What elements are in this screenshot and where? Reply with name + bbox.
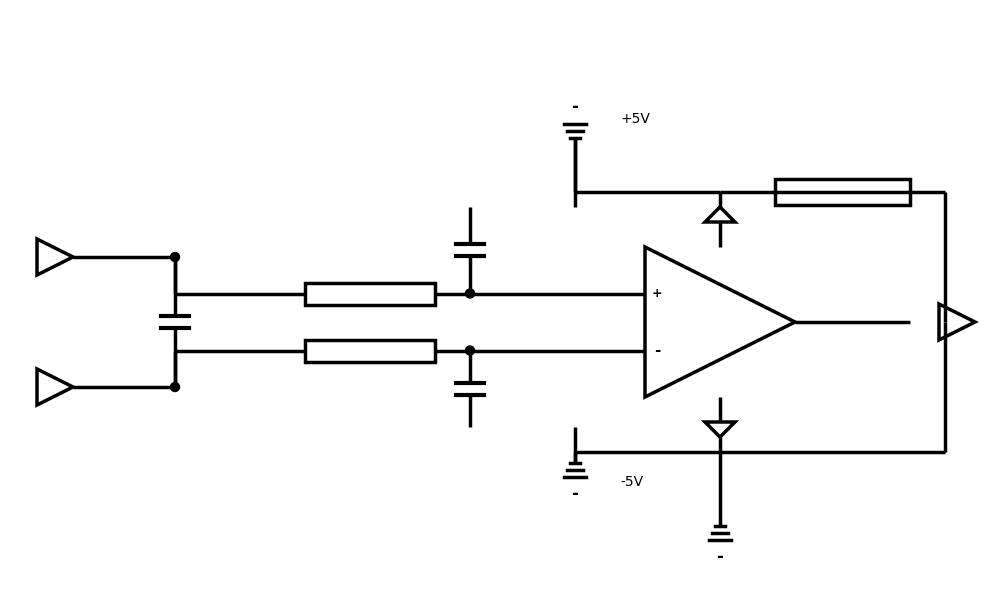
Bar (305, 339, 435, 362)
Circle shape (171, 253, 180, 262)
Text: -: - (654, 343, 660, 358)
Circle shape (466, 346, 475, 355)
Bar (305, 282, 435, 304)
Text: -: - (572, 485, 578, 503)
Bar (775, 179, 910, 205)
Text: -: - (572, 98, 578, 116)
Text: -: - (717, 548, 723, 566)
Circle shape (171, 382, 180, 391)
Text: +: + (652, 287, 662, 300)
Circle shape (466, 289, 475, 298)
Text: +5V: +5V (620, 112, 650, 126)
Text: -5V: -5V (620, 475, 643, 489)
